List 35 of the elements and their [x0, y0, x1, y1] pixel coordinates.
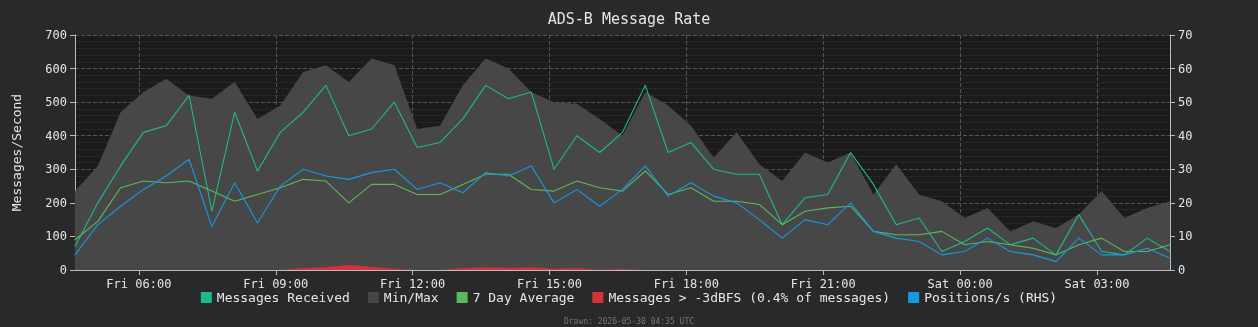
legend-label: 7 Day Average	[472, 290, 575, 305]
y-tick-label: 400	[45, 128, 67, 143]
x-tick-label: Fri 15:00	[516, 277, 583, 291]
legend-label: Min/Max	[383, 290, 439, 305]
x-tick-label: Sat 03:00	[1064, 277, 1130, 291]
y-tick-label: 700	[45, 28, 67, 42]
line-series	[74, 84, 1171, 256]
y-tick-label: 300	[45, 162, 67, 177]
y2-tick-label: 50	[1178, 95, 1193, 110]
text: Drawn: 2026-05-30 04:35 UTC	[563, 316, 695, 326]
y2-tick-label: 70	[1178, 28, 1193, 42]
line-series	[74, 170, 1171, 256]
x-tick-label: Fri 12:00	[380, 277, 446, 291]
y-tick-label: 500	[45, 95, 67, 110]
legend-label: Messages Received	[216, 290, 350, 305]
y2-tick-label: 30	[1178, 162, 1193, 177]
y-tick-label: 100	[45, 229, 67, 244]
y2-tick-label: 20	[1178, 195, 1193, 210]
chart-title: ADS-B Message Rate	[547, 9, 711, 28]
legend-label: Messages > -3dBFS (0.4% of messages)	[608, 290, 891, 305]
y2-tick-label: 60	[1178, 61, 1193, 76]
y2-tick-label: 40	[1178, 128, 1193, 143]
y-tick-label: 600	[45, 61, 67, 76]
x-tick-label: Sat 00:00	[927, 277, 993, 291]
legend-label: Positions/s (RHS)	[924, 290, 1058, 305]
y-tick-label: 200	[45, 195, 67, 210]
x-tick-label: Fri 21:00	[790, 277, 856, 291]
x-tick-label: Fri 06:00	[106, 277, 172, 291]
y-tick-label: 0	[59, 263, 67, 277]
y2-tick-label: 0	[1178, 263, 1186, 277]
x-tick-label: Fri 18:00	[653, 277, 719, 291]
y2-tick-label: 10	[1178, 229, 1193, 244]
x-tick-label: Fri 09:00	[243, 277, 309, 291]
line-series	[74, 158, 1171, 263]
y-axis-title: Messages/Second	[9, 93, 24, 212]
